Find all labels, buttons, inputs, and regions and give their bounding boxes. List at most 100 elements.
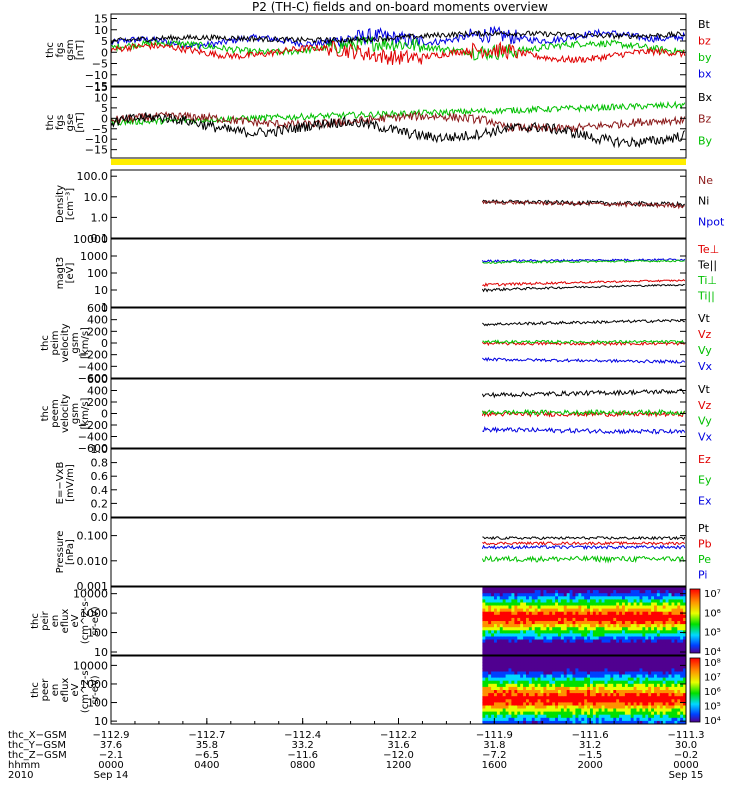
spectrogram-cell bbox=[540, 627, 544, 631]
spectrogram-cell bbox=[622, 614, 626, 619]
spectrogram-cell bbox=[563, 587, 568, 591]
spectrogram-cell bbox=[549, 686, 553, 691]
spectrogram-cell bbox=[517, 702, 521, 707]
spectrogram-cell bbox=[668, 642, 672, 647]
spectrogram-cell bbox=[659, 717, 664, 722]
spectrogram-cell bbox=[502, 642, 507, 647]
y-axis-label: en bbox=[50, 684, 61, 697]
spectrogram-cell bbox=[627, 714, 632, 719]
spectrogram-cell bbox=[505, 683, 510, 688]
spectrogram-cell bbox=[587, 608, 591, 613]
spectrogram-cell bbox=[645, 686, 649, 691]
spectrogram-cell bbox=[636, 617, 640, 622]
spectrogram-cell bbox=[494, 651, 498, 656]
spectrogram-cell bbox=[613, 699, 617, 703]
spectrogram-cell bbox=[517, 665, 521, 669]
spectrogram-cell bbox=[543, 677, 547, 682]
spectrogram-cell bbox=[555, 699, 559, 703]
spectrogram-cell bbox=[659, 705, 664, 710]
spectrogram-cell bbox=[619, 636, 623, 641]
spectrogram-cell bbox=[537, 605, 542, 610]
spectrogram-cell bbox=[595, 624, 600, 628]
spectrogram-cell bbox=[601, 671, 606, 676]
spectrogram-cell bbox=[505, 590, 510, 594]
spectrogram-cell bbox=[610, 662, 614, 666]
spectrogram-cell bbox=[505, 624, 510, 628]
spectrogram-cell bbox=[607, 720, 611, 724]
y-tick-label: 10 bbox=[94, 91, 108, 104]
spectrogram-cell bbox=[496, 630, 501, 634]
spectrogram-cell bbox=[520, 617, 524, 622]
spectrogram-cell bbox=[482, 720, 486, 724]
spectrogram-cell bbox=[595, 596, 600, 600]
spectrogram-cell bbox=[659, 639, 664, 644]
spectrogram-cell bbox=[636, 639, 640, 644]
x-row-label: thc_Y−GSM bbox=[8, 740, 66, 751]
spectrogram-cell bbox=[514, 714, 518, 719]
y-axis-label: gsm bbox=[70, 403, 81, 424]
spectrogram-cell bbox=[592, 611, 597, 616]
spectrogram-cell bbox=[494, 648, 498, 653]
spectrogram-cell bbox=[575, 656, 579, 660]
spectrogram-cell bbox=[537, 708, 542, 713]
spectrogram-cell bbox=[581, 699, 585, 703]
spectrogram-cell bbox=[499, 639, 504, 644]
spectrogram-cell bbox=[485, 633, 489, 638]
spectrogram-cell bbox=[680, 605, 684, 610]
spectrogram-cell bbox=[508, 677, 512, 682]
spectrogram-cell bbox=[558, 659, 562, 663]
spectrogram-cell bbox=[616, 696, 620, 700]
spectrogram-cell bbox=[508, 648, 512, 653]
spectrogram-cell bbox=[496, 714, 501, 719]
spectrogram-cell bbox=[552, 621, 556, 625]
spectrogram-cell bbox=[598, 605, 603, 610]
spectrogram-cell bbox=[633, 686, 638, 691]
spectrogram-cell bbox=[496, 708, 501, 713]
spectrogram-cell bbox=[662, 705, 667, 710]
spectrogram-cell bbox=[616, 593, 620, 597]
spectrogram-cell bbox=[604, 593, 608, 597]
spectrogram-cell bbox=[668, 617, 672, 622]
spectrogram-cell bbox=[584, 656, 588, 660]
spectrogram-cell bbox=[482, 662, 486, 666]
spectrogram-cell bbox=[546, 702, 550, 707]
spectrogram-cell bbox=[528, 624, 533, 628]
spectrogram-cell bbox=[494, 617, 498, 622]
spectrogram-cell bbox=[578, 642, 582, 647]
spectrogram-cell bbox=[624, 636, 629, 641]
spectrogram-cell bbox=[654, 680, 658, 685]
spectrogram-cell bbox=[668, 690, 672, 694]
spectrogram-cell bbox=[520, 696, 524, 700]
spectrogram-cell bbox=[528, 696, 533, 700]
spectrogram-cell bbox=[578, 605, 582, 610]
spectrogram-cell bbox=[627, 645, 632, 650]
spectrogram-cell bbox=[645, 665, 649, 669]
spectrogram-cell bbox=[677, 627, 681, 631]
spectrogram-cell bbox=[633, 642, 638, 647]
spectrogram-cell bbox=[578, 714, 582, 719]
spectrogram-cell bbox=[630, 648, 635, 653]
spectrogram-cell bbox=[581, 630, 585, 634]
spectrogram-cell bbox=[575, 677, 579, 682]
spectrogram-cell bbox=[549, 665, 553, 669]
spectrogram-cell bbox=[531, 662, 536, 666]
spectrogram-cell bbox=[537, 671, 542, 676]
spectrogram-cell bbox=[569, 645, 574, 650]
spectrogram-cell bbox=[482, 693, 486, 697]
spectrogram-cell bbox=[668, 587, 672, 591]
spectrogram-cell bbox=[566, 624, 571, 628]
y-axis-label: [nPa] bbox=[65, 539, 76, 565]
spectrogram-cell bbox=[630, 659, 635, 663]
spectrogram-cell bbox=[549, 705, 553, 710]
spectrogram-cell bbox=[485, 662, 489, 666]
spectrogram-cell bbox=[680, 699, 684, 703]
spectrogram-cell bbox=[648, 636, 652, 641]
spectrogram-cell bbox=[639, 627, 643, 631]
legend-entry-Ti||: Ti|| bbox=[697, 290, 715, 303]
spectrogram-cell bbox=[616, 608, 620, 613]
spectrogram-cell bbox=[651, 696, 655, 700]
spectrogram-cell bbox=[491, 708, 495, 713]
spectrogram-cell bbox=[520, 656, 524, 660]
spectrogram-cell bbox=[645, 621, 649, 625]
spectrogram-cell bbox=[555, 680, 559, 685]
